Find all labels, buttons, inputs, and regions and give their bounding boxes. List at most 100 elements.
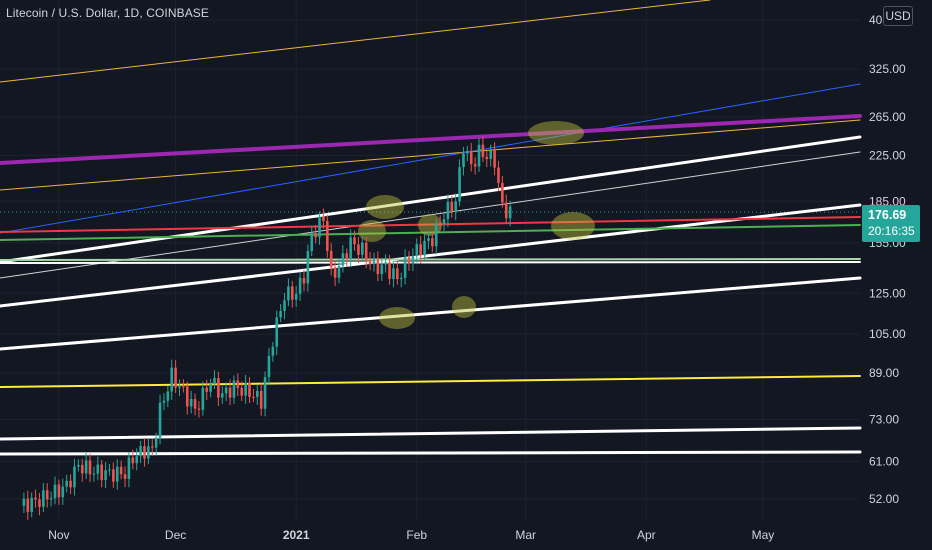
candle-body [466, 150, 469, 154]
candle-body [240, 387, 244, 396]
candle-body [96, 464, 100, 474]
price-tick-label: 265.00 [869, 110, 906, 124]
candle-body [65, 480, 68, 487]
orange-channel-mid [0, 119, 861, 191]
price-tick-label: 125.00 [869, 286, 906, 300]
candle-body [228, 387, 232, 398]
candle-body [104, 470, 107, 481]
candle-body [42, 490, 45, 507]
candle-body [112, 469, 115, 482]
candle-body [201, 387, 205, 410]
candle-body [353, 237, 356, 245]
candle-body [45, 490, 49, 500]
candle-body [49, 498, 53, 500]
candle-body [197, 408, 201, 410]
time-tick-label: Feb [406, 528, 427, 542]
candle-body [166, 391, 170, 401]
candle-body [407, 257, 411, 264]
candle-body [508, 206, 512, 219]
candle-body [150, 446, 154, 448]
candle-body [135, 456, 138, 464]
candle-body [77, 464, 80, 467]
candle-body [158, 402, 162, 438]
white-channel-low [0, 276, 862, 351]
price-tick-label: 61.00 [869, 455, 899, 469]
candle-body [189, 399, 193, 407]
highlight-ellipse [358, 220, 386, 242]
price-tick-label: 89.00 [869, 366, 899, 380]
candle-body [38, 499, 41, 507]
candle-body [205, 387, 209, 392]
candle-body [306, 251, 310, 284]
candle-body [170, 367, 174, 392]
candle-body [462, 153, 465, 168]
highlight-ellipse [551, 212, 595, 240]
candle-body [427, 238, 430, 241]
candle-body [61, 486, 65, 498]
candle-body [318, 216, 321, 238]
red-support-line [0, 216, 861, 233]
candle-body [501, 182, 504, 203]
candle-body [469, 150, 473, 165]
candle-body [143, 446, 146, 459]
candle-body [57, 484, 61, 498]
price-tick-label: 40 [869, 13, 883, 27]
candle-body [84, 460, 88, 474]
time-tick-label: Apr [637, 528, 656, 542]
price-tick-label: 52.00 [869, 492, 899, 506]
candle-body [376, 259, 380, 275]
candle-body [275, 317, 279, 347]
time-tick-label: Mar [515, 528, 536, 542]
candle-body [329, 250, 333, 268]
candle-body [450, 201, 454, 212]
candle-body [131, 457, 135, 464]
candle-body [333, 267, 337, 278]
candle-body [185, 386, 189, 407]
highlight-ellipse [379, 307, 415, 329]
candle-body [302, 277, 306, 284]
time-tick-label: 2021 [283, 528, 310, 542]
candle-body [236, 380, 240, 388]
chart-title: Litecoin / U.S. Dollar, 1D, COINBASE [6, 6, 210, 20]
green-horizontal-line [0, 258, 861, 261]
price-tick-label: 73.00 [869, 412, 899, 426]
highlight-ellipse [452, 296, 476, 318]
candle-body [213, 378, 216, 385]
candle-body [232, 380, 236, 398]
price-tick-label: 185.00 [869, 194, 906, 208]
candle-body [396, 268, 399, 280]
candle-body [434, 223, 438, 247]
candle-body [271, 346, 275, 356]
candle-body [263, 377, 267, 409]
candle-body [423, 240, 426, 256]
candle-body [438, 223, 442, 225]
white-horizontal-line [0, 261, 861, 264]
candle-body [220, 393, 224, 398]
candle-body [442, 219, 446, 225]
candle-body [22, 498, 26, 506]
candle-body [73, 466, 76, 488]
candle-body [119, 466, 123, 475]
candle-body [314, 233, 317, 238]
purple-resistance-line [0, 114, 862, 165]
yellow-support-line [0, 375, 861, 388]
highlight-ellipse [366, 195, 404, 219]
candle-body [248, 382, 251, 397]
price-tick-label: 105.00 [869, 327, 906, 341]
candle-body [279, 310, 282, 318]
candle-body [473, 164, 477, 167]
green-support-line [0, 224, 861, 241]
candle-body [127, 457, 131, 479]
candle-body [357, 244, 360, 255]
candle-body [364, 242, 368, 260]
candle-body [349, 237, 352, 260]
candle-body [147, 446, 150, 459]
candle-body [139, 446, 142, 457]
candle-body [294, 293, 298, 300]
white-channel-top [0, 135, 862, 264]
candle-body [255, 390, 259, 397]
white-base-line [0, 426, 862, 441]
candle-body [454, 201, 457, 212]
currency-button[interactable]: USD [883, 6, 913, 26]
